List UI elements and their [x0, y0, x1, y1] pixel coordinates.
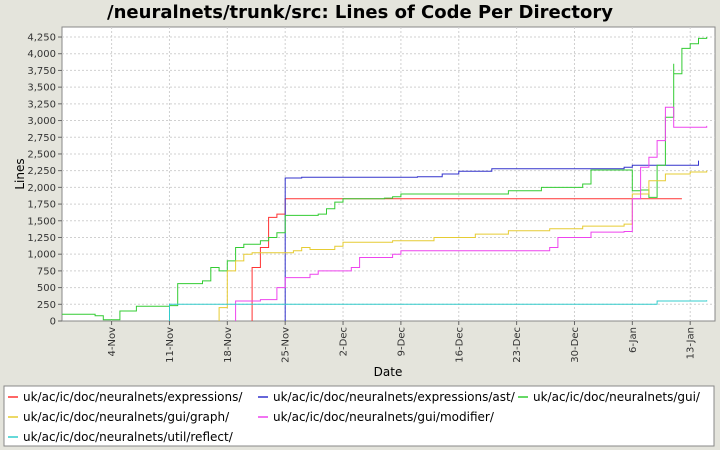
- legend-item: uk/ac/ic/doc/neuralnets/gui/modifier/: [258, 410, 495, 424]
- y-tick-label: 750: [37, 266, 56, 277]
- series-layer: [62, 37, 708, 321]
- y-tick-label: 1,500: [27, 216, 56, 227]
- legend-label: uk/ac/ic/doc/neuralnets/gui/modifier/: [273, 410, 495, 424]
- legend-item: uk/ac/ic/doc/neuralnets/util/reflect/: [8, 430, 234, 444]
- y-tick-label: 2,750: [27, 133, 56, 144]
- legend-label: uk/ac/ic/doc/neuralnets/gui/: [533, 390, 701, 404]
- legend-item: uk/ac/ic/doc/neuralnets/expressions/ast/: [258, 390, 516, 404]
- series-line-3: [218, 170, 708, 321]
- y-tick-label: 2,250: [27, 166, 56, 177]
- y-tick-label: 2,500: [27, 149, 56, 160]
- y-axis-label: Lines: [13, 158, 27, 189]
- legend-item: uk/ac/ic/doc/neuralnets/gui/: [518, 390, 701, 404]
- x-tick-label: 11-Nov: [165, 327, 176, 363]
- x-tick-label: 25-Nov: [281, 327, 292, 363]
- legend-label: uk/ac/ic/doc/neuralnets/gui/graph/: [23, 410, 230, 424]
- y-tick-label: 1,750: [27, 200, 56, 211]
- x-tick-label: 18-Nov: [223, 327, 234, 363]
- legend-box: [3, 385, 715, 447]
- plot-area: [61, 26, 716, 322]
- x-tick-label: 30-Dec: [570, 327, 581, 363]
- series-line-1: [284, 160, 699, 321]
- legend: uk/ac/ic/doc/neuralnets/expressions/uk/a…: [8, 390, 701, 444]
- legend-item: uk/ac/ic/doc/neuralnets/gui/graph/: [8, 410, 230, 424]
- x-tick-label: 6-Jan: [628, 327, 639, 353]
- grid: [62, 27, 715, 321]
- y-tick-label: 3,750: [27, 66, 56, 77]
- series-line-4: [235, 106, 708, 321]
- y-tick-label: 3,000: [27, 116, 56, 127]
- x-tick-label: 4-Nov: [107, 327, 118, 357]
- y-tick-label: 1,000: [27, 250, 56, 261]
- legend-label: uk/ac/ic/doc/neuralnets/expressions/: [23, 390, 243, 404]
- x-tick-label: 2-Dec: [339, 327, 350, 356]
- series-line-5: [169, 300, 708, 321]
- y-tick-label: 1,250: [27, 233, 56, 244]
- legend-label: uk/ac/ic/doc/neuralnets/expressions/ast/: [273, 390, 516, 404]
- y-tick-label: 4,000: [27, 49, 56, 60]
- x-tick-label: 9-Dec: [396, 327, 407, 356]
- y-tick-label: 3,250: [27, 99, 56, 110]
- y-tick-label: 500: [37, 283, 56, 294]
- legend-item: uk/ac/ic/doc/neuralnets/expressions/: [8, 390, 243, 404]
- x-axis-label: Date: [374, 365, 403, 379]
- x-axis: 4-Nov 11-Nov 18-Nov 25-Nov 2-Dec 9-Dec 16-Dec 2…: [107, 321, 697, 363]
- series-line-2: [62, 37, 708, 321]
- y-tick-label: 3,500: [27, 83, 56, 94]
- y-tick-label: 0: [50, 317, 56, 328]
- y-tick-label: 250: [37, 300, 56, 311]
- x-tick-label: 23-Dec: [512, 327, 523, 363]
- x-tick-label: 13-Jan: [686, 327, 697, 359]
- y-tick-label: 4,250: [27, 33, 56, 44]
- x-tick-label: 16-Dec: [454, 327, 465, 363]
- y-tick-label: 2,000: [27, 183, 56, 194]
- y-axis: 0 250 500 750 1,000 1,250 1,500 1,750 2,000 2,250…: [27, 33, 62, 328]
- chart-title: /neuralnets/trunk/src: Lines of Code Per…: [107, 2, 613, 23]
- legend-label: uk/ac/ic/doc/neuralnets/util/reflect/: [23, 430, 234, 444]
